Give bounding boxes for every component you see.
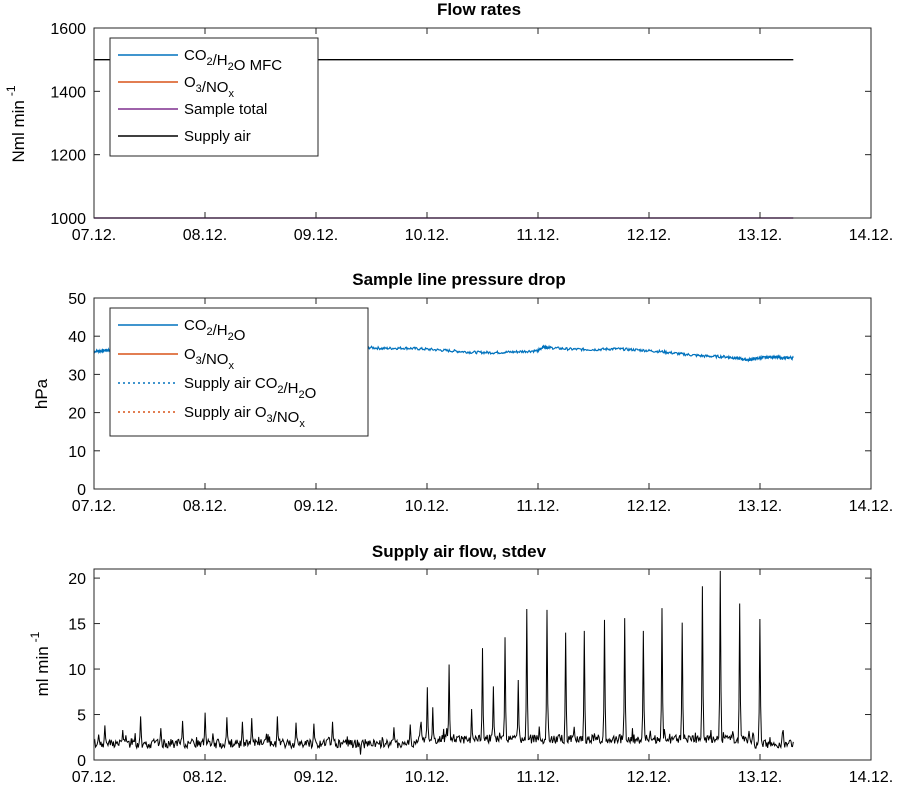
- y-axis-label: hPa: [32, 378, 51, 409]
- chart-flow-rates: Flow rates 07.12. 08.12. 09.12. 10.12. 11.12…: [4, 0, 893, 244]
- x-tick-label: 13.12.: [738, 769, 782, 786]
- y-tick-label: 0: [77, 753, 86, 770]
- x-tick-label: 08.12.: [183, 498, 227, 515]
- legend-label-part: x: [228, 360, 234, 372]
- legend-label-part: CO: [184, 47, 207, 64]
- y-axis-label-exponent: -1: [28, 631, 42, 642]
- x-tick-label: 13.12.: [738, 227, 782, 244]
- legend-label-part: 2: [207, 56, 213, 68]
- plot-area-supply-air-stdev: 07.12. 08.12. 09.12. 10.12. 11.12. 12.12. 13.1…: [68, 568, 893, 786]
- legend-label-part: CO: [184, 317, 207, 334]
- x-tick-label: 12.12.: [627, 227, 671, 244]
- y-tick-label: 15: [68, 617, 86, 634]
- legend-label-part: 2: [277, 384, 283, 396]
- y-axis-label: Nml min -1: [4, 85, 28, 162]
- y-tick-label: 1600: [50, 21, 86, 38]
- chart-title: Supply air flow, stdev: [372, 542, 547, 561]
- y-tick-label: 1000: [50, 211, 86, 228]
- y-tick-label: 50: [68, 291, 86, 308]
- x-tick-label: 11.12.: [516, 227, 559, 244]
- legend-label-part: 2: [299, 389, 305, 401]
- legend-label-part: 2: [228, 61, 234, 73]
- legend-label-part: /NO: [202, 79, 229, 96]
- axes-box: [93, 27, 872, 219]
- x-tick-label: 12.12.: [627, 498, 671, 515]
- x-tick-label: 10.12.: [405, 227, 449, 244]
- legend-label: CO2/H2O: [184, 317, 245, 344]
- legend-label-part: Supply air CO: [184, 375, 277, 392]
- y-axis-label-exponent: -1: [4, 85, 18, 96]
- legend-label: Supply air O3/NOx: [184, 404, 305, 430]
- legend-label-part: O: [184, 346, 196, 363]
- chart-title: Sample line pressure drop: [352, 270, 566, 289]
- y-axis-label-text: Nml min: [9, 100, 28, 162]
- legend-label-part: O: [234, 327, 246, 344]
- x-tick-label: 12.12.: [627, 769, 671, 786]
- legend-label-part: 2: [228, 331, 234, 343]
- x-tick-label: 07.12.: [72, 227, 116, 244]
- legend-label-part: Supply air O: [184, 404, 267, 421]
- series-line: [93, 570, 794, 755]
- chart-title: Flow rates: [437, 0, 521, 19]
- x-tick-label: 14.12.: [849, 227, 893, 244]
- x-tick-label: 09.12.: [294, 769, 338, 786]
- chart-supply-air-stdev: Supply air flow, stdev 07.12. 08.12. 09.12…: [28, 542, 893, 786]
- legend-label-part: /NO: [202, 351, 229, 368]
- legend-label-part: O: [305, 385, 317, 402]
- x-tick-label: 10.12.: [405, 498, 449, 515]
- y-axis-label: ml min -1: [28, 631, 52, 696]
- x-tick-label: 07.12.: [72, 498, 116, 515]
- legend-label-part: 2: [207, 326, 213, 338]
- y-tick-label: 1400: [50, 84, 86, 101]
- legend-label-part: 3: [196, 355, 202, 367]
- x-tick-label: 08.12.: [183, 769, 227, 786]
- y-tick-label: 1200: [50, 148, 86, 165]
- y-tick-label: 10: [68, 444, 86, 461]
- legend-label: Supply air CO2/H2O: [184, 375, 316, 402]
- legend-label: O3/NOx: [184, 74, 234, 100]
- legend-label-part: /H: [213, 322, 228, 339]
- x-tick-label: 09.12.: [294, 498, 338, 515]
- x-tick-label: 07.12.: [72, 769, 116, 786]
- x-tick-label: 13.12.: [738, 498, 782, 515]
- legend-label-part: O: [184, 74, 196, 91]
- legend-label-part: 3: [196, 83, 202, 95]
- y-tick-label: 0: [77, 482, 86, 499]
- y-tick-label: 5: [77, 708, 86, 725]
- y-tick-label: 10: [68, 662, 86, 679]
- legend-label-part: /H: [284, 380, 299, 397]
- legend-label-part: x: [299, 418, 305, 430]
- x-tick-label: 11.12.: [516, 769, 559, 786]
- y-tick-label: 40: [68, 329, 86, 346]
- x-tick-label: 09.12.: [294, 227, 338, 244]
- x-tick-label: 08.12.: [183, 227, 227, 244]
- legend-label: O3/NOx: [184, 346, 234, 372]
- legend-label: Supply air: [184, 128, 251, 145]
- legend-label-part: /H: [213, 52, 228, 69]
- legend-label: CO2/H2O MFC: [184, 47, 282, 74]
- legend-label-part: x: [228, 88, 234, 100]
- axes-box: [93, 297, 872, 490]
- legend-label-part: Sample total: [184, 101, 267, 118]
- y-tick-label: 30: [68, 367, 86, 384]
- x-tick-label: 10.12.: [405, 769, 449, 786]
- y-axis-label-text: ml min: [33, 646, 52, 696]
- y-tick-label: 20: [68, 406, 86, 423]
- y-tick-label: 20: [68, 571, 86, 588]
- x-tick-label: 14.12.: [849, 498, 893, 515]
- legend-label-part: Supply air: [184, 128, 251, 145]
- x-tick-label: 11.12.: [516, 498, 559, 515]
- chart-pressure-drop: Sample line pressure drop 07.12. 08.12. 09…: [32, 270, 893, 515]
- legend-label-part: /NO: [273, 409, 300, 426]
- axes-box: [93, 568, 872, 761]
- legend-label: Sample total: [184, 101, 267, 118]
- x-tick-label: 14.12.: [849, 769, 893, 786]
- legend-label-part: O MFC: [234, 57, 282, 74]
- legend-label-part: 3: [267, 413, 273, 425]
- legend-box: [109, 307, 369, 437]
